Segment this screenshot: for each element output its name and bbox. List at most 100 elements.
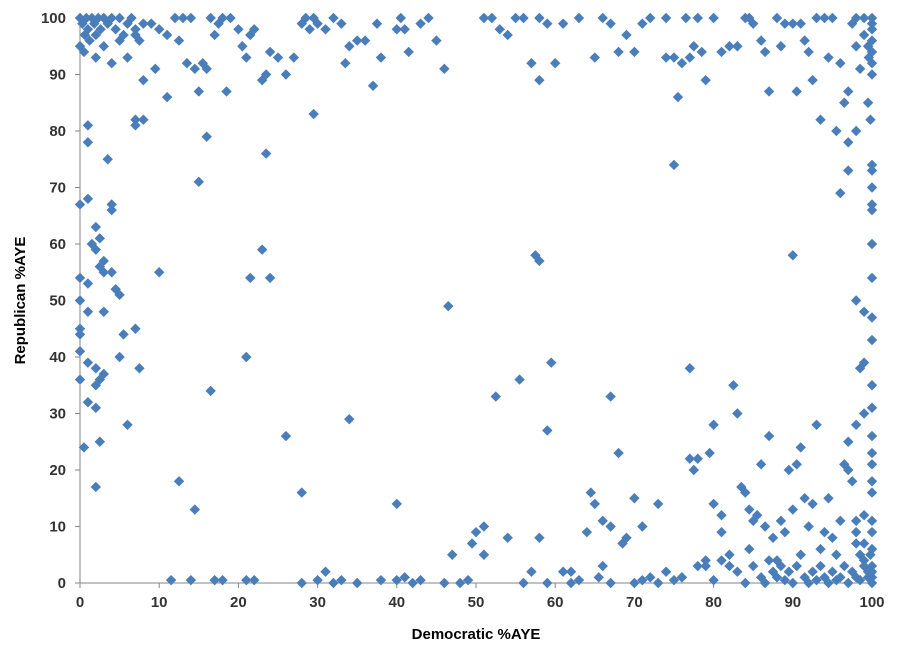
- data-point: [795, 442, 806, 453]
- data-point: [106, 12, 117, 24]
- data-point: [589, 52, 600, 63]
- data-point: [352, 577, 363, 589]
- data-point: [585, 487, 597, 498]
- data-point: [605, 391, 616, 402]
- data-point: [684, 52, 696, 63]
- data-point: [645, 572, 656, 583]
- data-point: [122, 419, 133, 430]
- data-point: [241, 351, 252, 363]
- data-point: [462, 574, 474, 586]
- data-point: [344, 41, 355, 52]
- data-point: [716, 555, 727, 566]
- data-point: [106, 199, 117, 210]
- data-point: [79, 29, 90, 41]
- data-point: [863, 52, 875, 63]
- data-point: [98, 41, 109, 52]
- data-point: [763, 86, 775, 97]
- data-point: [783, 566, 795, 577]
- data-point: [221, 86, 232, 97]
- data-point: [185, 574, 197, 586]
- data-point: [300, 12, 311, 24]
- data-point: [86, 12, 98, 24]
- data-point: [843, 165, 854, 176]
- data-point: [542, 425, 553, 436]
- data-point: [296, 577, 307, 589]
- data-point: [82, 357, 94, 368]
- data-point: [827, 12, 838, 24]
- data-point: [344, 413, 355, 425]
- data-point: [241, 52, 252, 63]
- data-point: [775, 515, 787, 527]
- data-point: [807, 74, 818, 86]
- data-point: [660, 52, 672, 63]
- data-point: [660, 12, 672, 24]
- data-point: [82, 278, 94, 289]
- data-point: [724, 560, 735, 572]
- data-point: [819, 12, 830, 24]
- x-tick-label: 50: [468, 594, 485, 611]
- data-point: [629, 46, 640, 58]
- data-point: [668, 52, 680, 63]
- x-tick-label: 80: [705, 594, 722, 611]
- data-point: [106, 204, 117, 216]
- data-point: [328, 577, 339, 589]
- data-point: [807, 498, 818, 510]
- data-point: [233, 24, 244, 35]
- data-point: [854, 63, 866, 75]
- data-point: [866, 18, 878, 29]
- data-point: [866, 159, 878, 171]
- data-point: [134, 363, 145, 374]
- data-point: [146, 18, 157, 29]
- data-point: [819, 572, 830, 583]
- data-point: [613, 46, 624, 58]
- data-point: [799, 35, 810, 46]
- data-point: [858, 510, 870, 521]
- data-point: [209, 29, 220, 41]
- data-point: [787, 18, 798, 29]
- data-point: [518, 577, 529, 589]
- data-point: [486, 12, 498, 24]
- data-point: [865, 114, 876, 125]
- x-tick-label: 100: [859, 594, 884, 611]
- data-point: [90, 52, 102, 63]
- data-point: [581, 526, 593, 538]
- data-point: [827, 566, 838, 577]
- data-point: [847, 18, 858, 29]
- data-point: [843, 464, 854, 476]
- data-point: [557, 18, 569, 29]
- data-point: [716, 526, 727, 538]
- data-point: [280, 430, 292, 442]
- data-point: [827, 532, 838, 543]
- x-tick-label: 20: [230, 594, 247, 611]
- data-point: [89, 18, 100, 29]
- data-point: [82, 193, 94, 204]
- data-point: [862, 97, 874, 108]
- data-point: [118, 329, 129, 340]
- data-point: [447, 549, 458, 560]
- data-point: [759, 46, 771, 58]
- data-point: [90, 244, 102, 255]
- data-point: [205, 385, 216, 397]
- data-point: [866, 476, 878, 487]
- data-point: [605, 521, 616, 532]
- data-point: [264, 272, 276, 284]
- data-point: [748, 18, 759, 29]
- data-point: [866, 312, 878, 323]
- data-point: [700, 560, 711, 572]
- data-point: [197, 58, 208, 69]
- data-point: [629, 577, 640, 589]
- data-point: [90, 221, 102, 233]
- data-point: [439, 577, 450, 589]
- data-point: [803, 521, 814, 532]
- data-point: [478, 521, 490, 532]
- data-point: [249, 574, 260, 586]
- data-point: [866, 402, 878, 414]
- x-tick-label: 60: [547, 594, 564, 611]
- data-point: [407, 577, 418, 589]
- data-point: [680, 12, 692, 24]
- data-point: [696, 46, 707, 58]
- data-point: [823, 493, 834, 504]
- data-point: [866, 165, 878, 176]
- data-point: [431, 35, 442, 46]
- data-point: [775, 560, 787, 572]
